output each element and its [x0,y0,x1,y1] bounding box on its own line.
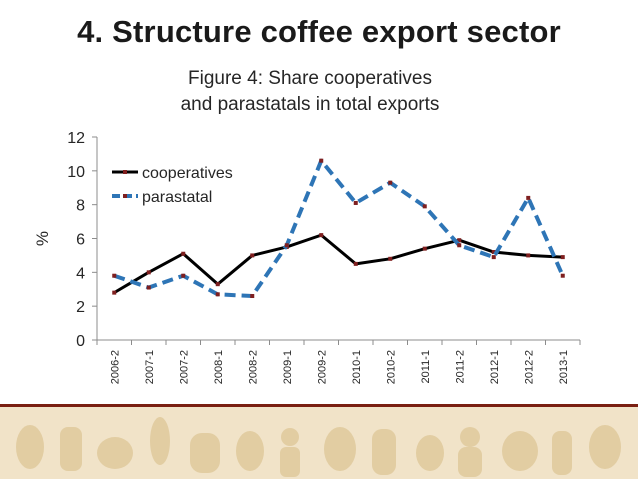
data-point-parastatal [284,243,289,248]
x-tick-label: 2011-1 [420,350,432,383]
x-tick-label: 2007-2 [178,350,190,384]
data-point-parastatal [457,243,462,248]
data-point-parastatal [353,200,358,205]
data-point-cooperatives [422,246,427,251]
x-tick-label: 2007-1 [144,350,156,384]
y-tick-label: 6 [76,232,85,249]
chart-title-line-2: and parastatals in total exports [180,94,440,115]
x-tick-label: 2010-1 [351,350,363,384]
legend-label-cooperatives: cooperatives [142,165,233,182]
x-tick-label: 2013-1 [558,350,570,384]
data-point-parastatal [146,285,151,290]
data-point-parastatal [422,204,427,209]
footer-pattern-image [16,417,621,477]
footer-decorative-band [0,407,638,479]
footer-rule [0,404,638,407]
data-point-cooperatives [215,282,220,287]
data-point-cooperatives [388,256,393,261]
data-point-cooperatives [146,270,151,275]
x-tick-label: 2011-2 [454,350,466,383]
chart-title: Figure 4: Share cooperatives and parasta… [140,66,480,118]
y-axis-title: % [33,231,52,246]
x-tick-label: 2010-2 [385,350,397,384]
legend-marker-parastatal [123,194,127,198]
data-point-cooperatives [560,255,565,260]
x-tick-label: 2012-2 [523,350,535,384]
data-point-cooperatives [112,290,117,295]
y-tick-label: 12 [67,130,85,147]
data-point-parastatal [491,255,496,260]
data-point-cooperatives [457,238,462,243]
series-line-parastatal [113,158,565,299]
data-point-cooperatives [526,253,531,258]
x-tick-label: 2009-1 [282,350,294,384]
data-point-cooperatives [353,261,358,266]
data-point-cooperatives [181,251,186,256]
legend-label-parastatal: parastatal [142,189,212,206]
data-point-cooperatives [319,233,324,238]
data-point-parastatal [560,273,565,278]
chart-title-line-1: Figure 4: Share cooperatives [188,68,432,89]
slide-title: 4. Structure coffee export sector [77,14,561,49]
x-tick-label: 2006-2 [109,350,121,384]
x-tick-label: 2012-1 [489,350,501,384]
y-tick-label: 0 [76,333,85,350]
y-tick-label: 2 [76,299,85,316]
data-point-parastatal [526,195,531,200]
x-tick-label: 2008-1 [213,350,225,384]
line-chart: 0 2 4 6 8 10 12% 2006-2 2007-1 2007-2 2008-1 2008-2… [33,130,581,384]
series-line-cooperatives [113,233,563,294]
data-point-cooperatives [250,253,255,258]
y-tick-label: 10 [67,164,85,181]
data-point-parastatal [319,158,324,163]
x-tick-label: 2008-2 [247,350,259,384]
y-tick-label: 8 [76,198,85,215]
data-point-parastatal [181,273,186,278]
y-tick-label: 4 [76,265,85,282]
legend-marker-cooperatives [123,170,127,174]
data-point-parastatal [215,292,220,297]
data-point-parastatal [250,294,255,299]
data-point-parastatal [112,273,117,278]
data-point-cooperatives [491,250,496,255]
data-point-parastatal [388,180,393,185]
x-tick-label: 2009-2 [316,350,328,384]
